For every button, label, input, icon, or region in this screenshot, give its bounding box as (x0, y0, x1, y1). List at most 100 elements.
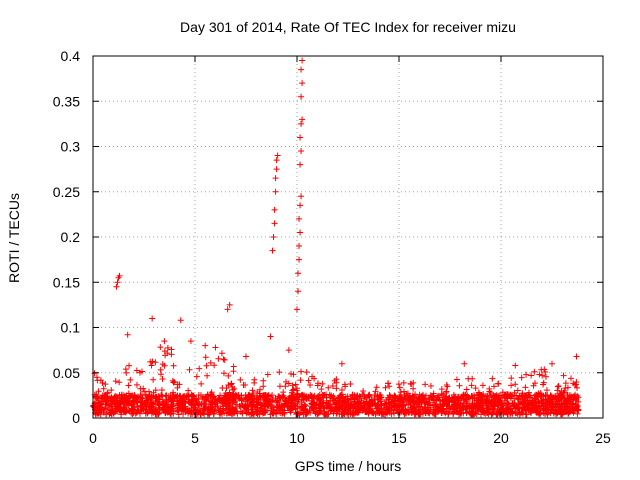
data-point (574, 392, 581, 399)
data-point (501, 397, 508, 404)
data-point (479, 382, 486, 389)
data-point (298, 93, 305, 100)
data-point (562, 380, 569, 387)
data-point (382, 384, 389, 391)
data-point (462, 405, 469, 412)
data-point (561, 395, 568, 402)
data-point (403, 410, 410, 417)
data-point (354, 401, 361, 408)
data-point (177, 401, 184, 408)
data-point (220, 370, 227, 377)
data-point (398, 407, 405, 414)
data-point (350, 411, 357, 418)
x-tick-label: 5 (191, 430, 199, 446)
data-point (133, 367, 140, 374)
data-point (459, 404, 466, 411)
data-point (518, 374, 525, 381)
data-point (254, 392, 261, 399)
y-tick-label: 0.3 (61, 139, 81, 155)
data-point (164, 350, 171, 357)
data-point (327, 393, 334, 400)
data-point (489, 375, 496, 382)
data-point (320, 392, 327, 399)
x-tick-label: 10 (289, 430, 305, 446)
data-point (296, 243, 303, 250)
data-point (178, 398, 185, 405)
data-point (512, 381, 519, 388)
data-point (473, 397, 480, 404)
data-point (148, 362, 155, 369)
data-point (329, 383, 336, 390)
data-point (115, 399, 122, 406)
data-point (320, 400, 327, 407)
y-tick-label: 0 (72, 410, 80, 426)
data-point (416, 406, 423, 413)
data-point (228, 380, 235, 387)
data-point (318, 403, 325, 410)
data-point (338, 411, 345, 418)
data-point (152, 407, 159, 414)
data-point (254, 399, 261, 406)
data-point (539, 372, 546, 379)
data-point (299, 403, 306, 410)
data-point (166, 406, 173, 413)
x-axis-label: GPS time / hours (295, 458, 402, 474)
data-point (150, 376, 157, 383)
data-point (260, 377, 267, 384)
data-point (330, 393, 337, 400)
data-point (225, 372, 232, 379)
data-point (269, 396, 276, 403)
data-point (323, 399, 330, 406)
data-point (257, 405, 264, 412)
data-point (439, 405, 446, 412)
data-point (283, 400, 290, 407)
data-point (260, 383, 267, 390)
data-point (570, 380, 577, 387)
data-point (425, 401, 432, 408)
data-point (145, 409, 152, 416)
data-point (266, 397, 273, 404)
data-point (195, 395, 202, 402)
data-point (109, 395, 116, 402)
data-point (331, 404, 338, 411)
data-point (298, 120, 305, 127)
data-point (248, 406, 255, 413)
x-tick-label: 25 (595, 430, 611, 446)
data-point (216, 397, 223, 404)
data-point (288, 389, 295, 396)
data-point (126, 362, 133, 369)
data-point (296, 215, 303, 222)
data-point (297, 134, 304, 141)
data-point (507, 409, 514, 416)
data-point (293, 387, 300, 394)
data-point (149, 315, 156, 322)
data-point (548, 406, 555, 413)
data-point (486, 406, 493, 413)
data-point (401, 388, 408, 395)
data-point (314, 396, 321, 403)
data-point (533, 391, 540, 398)
data-point (531, 368, 538, 375)
data-point (344, 409, 351, 416)
data-point (570, 396, 577, 403)
data-point (385, 380, 392, 387)
data-point (175, 411, 182, 418)
y-tick-label: 0.05 (53, 365, 80, 381)
data-point (214, 402, 221, 409)
data-point (95, 388, 102, 395)
data-point (274, 397, 281, 404)
data-point (298, 66, 305, 73)
data-point (395, 381, 402, 388)
data-point (225, 406, 232, 413)
data-point (256, 386, 263, 393)
data-point (150, 392, 157, 399)
data-point (137, 396, 144, 403)
data-point (273, 157, 280, 164)
data-point (133, 409, 140, 416)
data-point (349, 392, 356, 399)
data-point (117, 407, 124, 414)
data-point (554, 409, 561, 416)
data-point (267, 333, 274, 340)
data-point (550, 401, 557, 408)
data-point (547, 410, 554, 417)
